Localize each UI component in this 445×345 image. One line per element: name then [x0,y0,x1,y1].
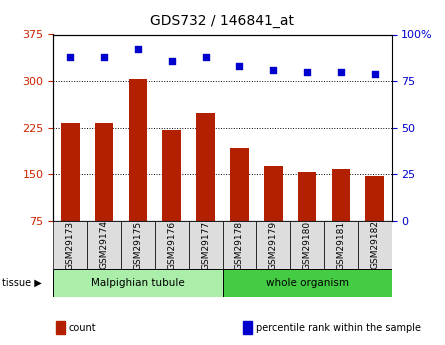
Point [337,69,344,75]
Text: GSM29182: GSM29182 [370,220,379,269]
Point [134,47,142,52]
Bar [298,172,316,221]
Text: GSM29179: GSM29179 [269,220,278,269]
Point [303,69,311,75]
Text: GSM29173: GSM29173 [66,220,75,269]
Point [67,54,74,60]
Text: GSM29180: GSM29180 [303,220,312,269]
Bar [264,166,283,221]
Bar [222,269,392,297]
Bar [121,221,155,269]
Point [168,58,175,63]
Point [236,63,243,69]
Bar [95,123,113,221]
Bar [324,221,358,269]
Bar [230,148,249,221]
Bar [256,221,290,269]
Bar [155,221,189,269]
Text: GDS732 / 146841_at: GDS732 / 146841_at [150,14,295,28]
Text: count: count [69,323,97,333]
Text: whole organism: whole organism [266,278,348,288]
Bar [162,129,181,221]
Text: GSM29174: GSM29174 [100,220,109,269]
Bar [53,221,87,269]
Bar [87,221,121,269]
Point [101,54,108,60]
Bar [53,269,222,297]
Bar [332,169,350,221]
Text: GSM29176: GSM29176 [167,220,176,269]
Bar [290,221,324,269]
Bar [365,176,384,221]
Bar [358,221,392,269]
Bar [61,123,80,221]
Text: GSM29178: GSM29178 [235,220,244,269]
Bar [189,221,222,269]
Text: tissue ▶: tissue ▶ [2,278,42,288]
Text: GSM29177: GSM29177 [201,220,210,269]
Bar [196,114,215,221]
Text: Malpighian tubule: Malpighian tubule [91,278,185,288]
Bar [129,79,147,221]
Text: GSM29181: GSM29181 [336,220,345,269]
Point [202,54,209,60]
Text: GSM29175: GSM29175 [134,220,142,269]
Text: percentile rank within the sample: percentile rank within the sample [256,323,421,333]
Bar [222,221,256,269]
Point [270,67,277,73]
Point [371,71,378,76]
